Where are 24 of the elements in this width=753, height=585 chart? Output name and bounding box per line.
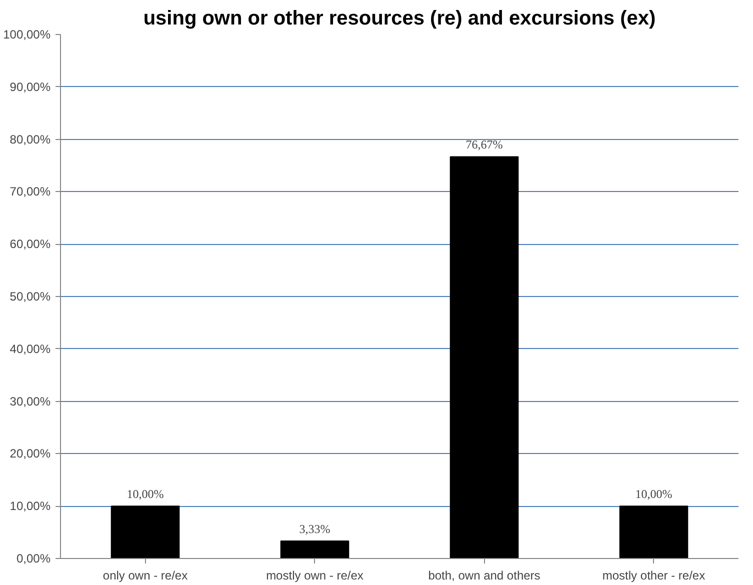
bar: [450, 156, 519, 558]
y-tick-label: 10,00%: [10, 499, 51, 514]
x-tick-label: mostly other - re/ex: [602, 568, 706, 582]
bar: [619, 506, 688, 558]
y-tick-label: 40,00%: [10, 342, 51, 356]
x-tick-label: mostly own - re/ex: [266, 568, 364, 582]
bar: [280, 540, 350, 558]
data-label: 76,67%: [466, 138, 503, 152]
y-tick-label: 80,00%: [10, 132, 51, 146]
x-tick-label: both, own and others: [428, 568, 540, 582]
y-tick-label: 70,00%: [10, 184, 51, 199]
chart-title: using own or other resources (re) and excursions (ex): [143, 8, 656, 30]
data-label: 10,00%: [126, 487, 164, 502]
y-tick-label: 60,00%: [10, 237, 51, 252]
y-tick-label: 20,00%: [10, 446, 51, 461]
y-tick-label: 100,00%: [3, 28, 51, 42]
y-tick-label: 0,00%: [16, 552, 51, 566]
y-tick-label: 30,00%: [10, 394, 51, 408]
y-tick-label: 50,00%: [10, 290, 51, 304]
data-label: 3,33%: [299, 522, 330, 536]
x-tick-label: only own - re/ex: [102, 568, 188, 582]
bar: [110, 506, 180, 558]
y-tick-label: 90,00%: [10, 80, 51, 94]
data-label: 10,00%: [635, 487, 672, 502]
